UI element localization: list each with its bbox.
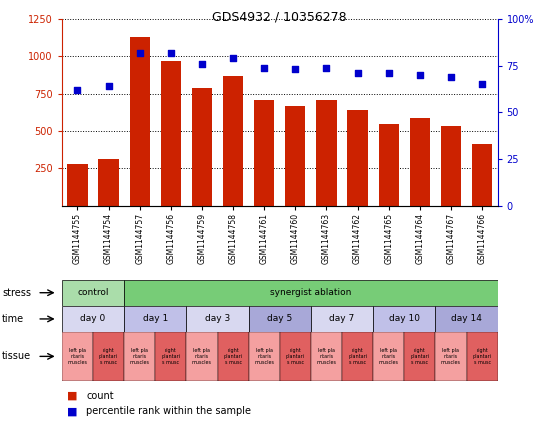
- Bar: [62, 306, 124, 332]
- Bar: [192, 88, 212, 206]
- Point: [136, 49, 144, 56]
- Bar: [441, 126, 461, 206]
- Bar: [280, 332, 311, 381]
- Bar: [62, 332, 93, 381]
- Point: [447, 74, 455, 80]
- Point: [229, 55, 237, 62]
- Text: day 10: day 10: [389, 314, 420, 324]
- Text: day 0: day 0: [80, 314, 105, 324]
- Text: right
plantari
s musc: right plantari s musc: [472, 348, 492, 365]
- Bar: [130, 37, 150, 206]
- Text: right
plantari
s musc: right plantari s musc: [99, 348, 118, 365]
- Text: right
plantari
s musc: right plantari s musc: [410, 348, 429, 365]
- Bar: [62, 280, 124, 306]
- Text: day 5: day 5: [267, 314, 292, 324]
- Point: [104, 83, 113, 90]
- Bar: [472, 144, 492, 206]
- Text: left pla
ntaris
muscles: left pla ntaris muscles: [316, 348, 336, 365]
- Text: left pla
ntaris
muscles: left pla ntaris muscles: [192, 348, 212, 365]
- Point: [478, 81, 486, 88]
- Bar: [311, 332, 342, 381]
- Bar: [93, 332, 124, 381]
- Bar: [410, 118, 430, 206]
- Bar: [379, 124, 399, 206]
- Bar: [373, 332, 404, 381]
- Point: [167, 49, 175, 56]
- Point: [260, 64, 268, 71]
- Bar: [98, 159, 119, 206]
- Text: ■: ■: [67, 390, 78, 401]
- Bar: [342, 332, 373, 381]
- Text: ■: ■: [67, 406, 78, 416]
- Bar: [285, 106, 306, 206]
- Text: left pla
ntaris
muscles: left pla ntaris muscles: [67, 348, 88, 365]
- Bar: [217, 332, 249, 381]
- Bar: [161, 61, 181, 206]
- Bar: [435, 332, 466, 381]
- Bar: [155, 332, 186, 381]
- Text: right
plantari
s musc: right plantari s musc: [223, 348, 243, 365]
- Point: [415, 71, 424, 78]
- Point: [197, 60, 206, 67]
- Point: [322, 64, 331, 71]
- Text: synergist ablation: synergist ablation: [270, 288, 351, 297]
- Text: day 14: day 14: [451, 314, 482, 324]
- Text: day 1: day 1: [143, 314, 168, 324]
- Bar: [466, 332, 498, 381]
- Bar: [124, 306, 186, 332]
- Bar: [404, 332, 435, 381]
- Bar: [223, 76, 243, 206]
- Text: day 3: day 3: [205, 314, 230, 324]
- Bar: [186, 306, 249, 332]
- Point: [291, 66, 300, 73]
- Point: [353, 70, 362, 77]
- Text: percentile rank within the sample: percentile rank within the sample: [86, 406, 251, 416]
- Text: time: time: [2, 314, 24, 324]
- Point: [384, 70, 393, 77]
- Text: left pla
ntaris
muscles: left pla ntaris muscles: [254, 348, 274, 365]
- Bar: [254, 100, 274, 206]
- Bar: [124, 280, 498, 306]
- Text: stress: stress: [2, 288, 31, 298]
- Bar: [124, 332, 155, 381]
- Bar: [373, 306, 435, 332]
- Text: left pla
ntaris
muscles: left pla ntaris muscles: [441, 348, 461, 365]
- Text: right
plantari
s musc: right plantari s musc: [286, 348, 305, 365]
- Text: left pla
ntaris
muscles: left pla ntaris muscles: [379, 348, 399, 365]
- Bar: [311, 306, 373, 332]
- Text: day 7: day 7: [329, 314, 355, 324]
- Bar: [435, 306, 498, 332]
- Text: tissue: tissue: [2, 352, 31, 361]
- Text: right
plantari
s musc: right plantari s musc: [348, 348, 367, 365]
- Text: control: control: [77, 288, 109, 297]
- Bar: [67, 164, 88, 206]
- Text: right
plantari
s musc: right plantari s musc: [161, 348, 180, 365]
- Text: GDS4932 / 10356278: GDS4932 / 10356278: [213, 11, 347, 24]
- Bar: [249, 306, 311, 332]
- Bar: [316, 100, 337, 206]
- Point: [73, 87, 82, 93]
- Bar: [186, 332, 217, 381]
- Bar: [249, 332, 280, 381]
- Text: left pla
ntaris
muscles: left pla ntaris muscles: [130, 348, 150, 365]
- Bar: [348, 110, 367, 206]
- Text: count: count: [86, 390, 114, 401]
